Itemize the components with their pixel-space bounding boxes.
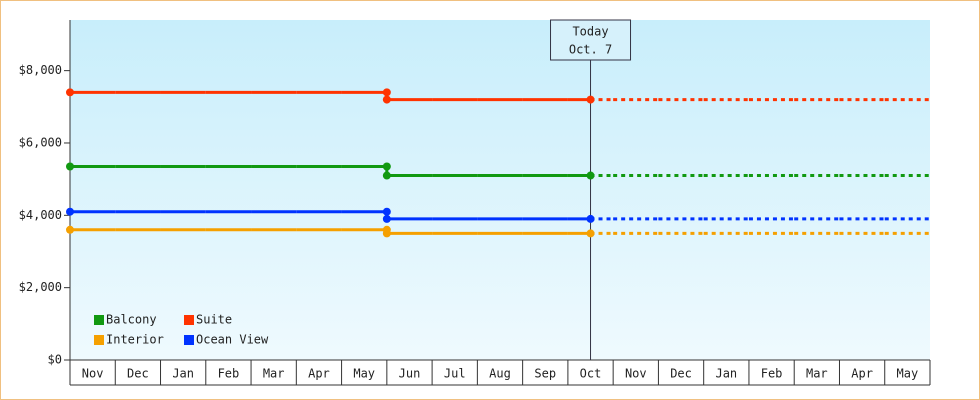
x-tick-label: Jan [172, 367, 194, 381]
legend-label: Suite [196, 313, 232, 327]
x-tick-label: Apr [308, 367, 330, 381]
x-tick-label: Nov [82, 367, 104, 381]
x-tick-label: Feb [218, 367, 240, 381]
legend-swatch [184, 315, 194, 325]
x-tick-label: Oct [580, 367, 602, 381]
price-marker [66, 225, 74, 234]
legend-swatch [184, 335, 194, 345]
x-tick-label: May [353, 367, 375, 381]
x-tick-label: Mar [806, 367, 828, 381]
x-tick-label: Feb [761, 367, 783, 381]
legend-swatch [94, 315, 104, 325]
x-tick-label: Aug [489, 367, 511, 381]
y-tick-label: $6,000 [19, 135, 62, 149]
x-tick-label: Dec [670, 367, 692, 381]
legend-label: Ocean View [196, 333, 269, 347]
price-marker [66, 162, 74, 171]
today-box [550, 19, 632, 61]
x-tick-label: Mar [263, 367, 285, 381]
price-marker [382, 214, 391, 223]
price-marker [382, 88, 391, 97]
x-tick-label: Jun [399, 367, 421, 381]
x-tick-label: Dec [127, 367, 149, 381]
y-tick-label: $0 [48, 353, 62, 367]
price-marker [382, 207, 391, 216]
today-label: Today [572, 25, 608, 39]
legend-label: Interior [106, 333, 164, 347]
price-marker [586, 229, 595, 238]
x-tick-label: May [897, 367, 919, 381]
price-marker [586, 171, 595, 180]
today-date: Oct. 7 [569, 43, 612, 57]
price-marker [382, 229, 391, 238]
y-tick-label: $2,000 [19, 280, 62, 294]
price-marker [586, 214, 595, 223]
x-tick-label: Apr [851, 367, 873, 381]
x-tick-label: Nov [625, 367, 647, 381]
x-tick-label: Jul [444, 367, 466, 381]
price-marker [586, 95, 595, 104]
y-tick-label: $8,000 [19, 63, 62, 77]
x-tick-label: Jan [715, 367, 737, 381]
legend-swatch [94, 335, 104, 345]
legend-label: Balcony [106, 313, 157, 327]
price-marker [382, 171, 391, 180]
plot-area [70, 20, 930, 360]
x-tick-label: Sep [534, 367, 556, 381]
price-marker [66, 207, 74, 216]
price-marker [382, 95, 391, 104]
price-marker [66, 88, 74, 97]
y-tick-label: $4,000 [19, 208, 62, 222]
price-marker [382, 162, 391, 171]
